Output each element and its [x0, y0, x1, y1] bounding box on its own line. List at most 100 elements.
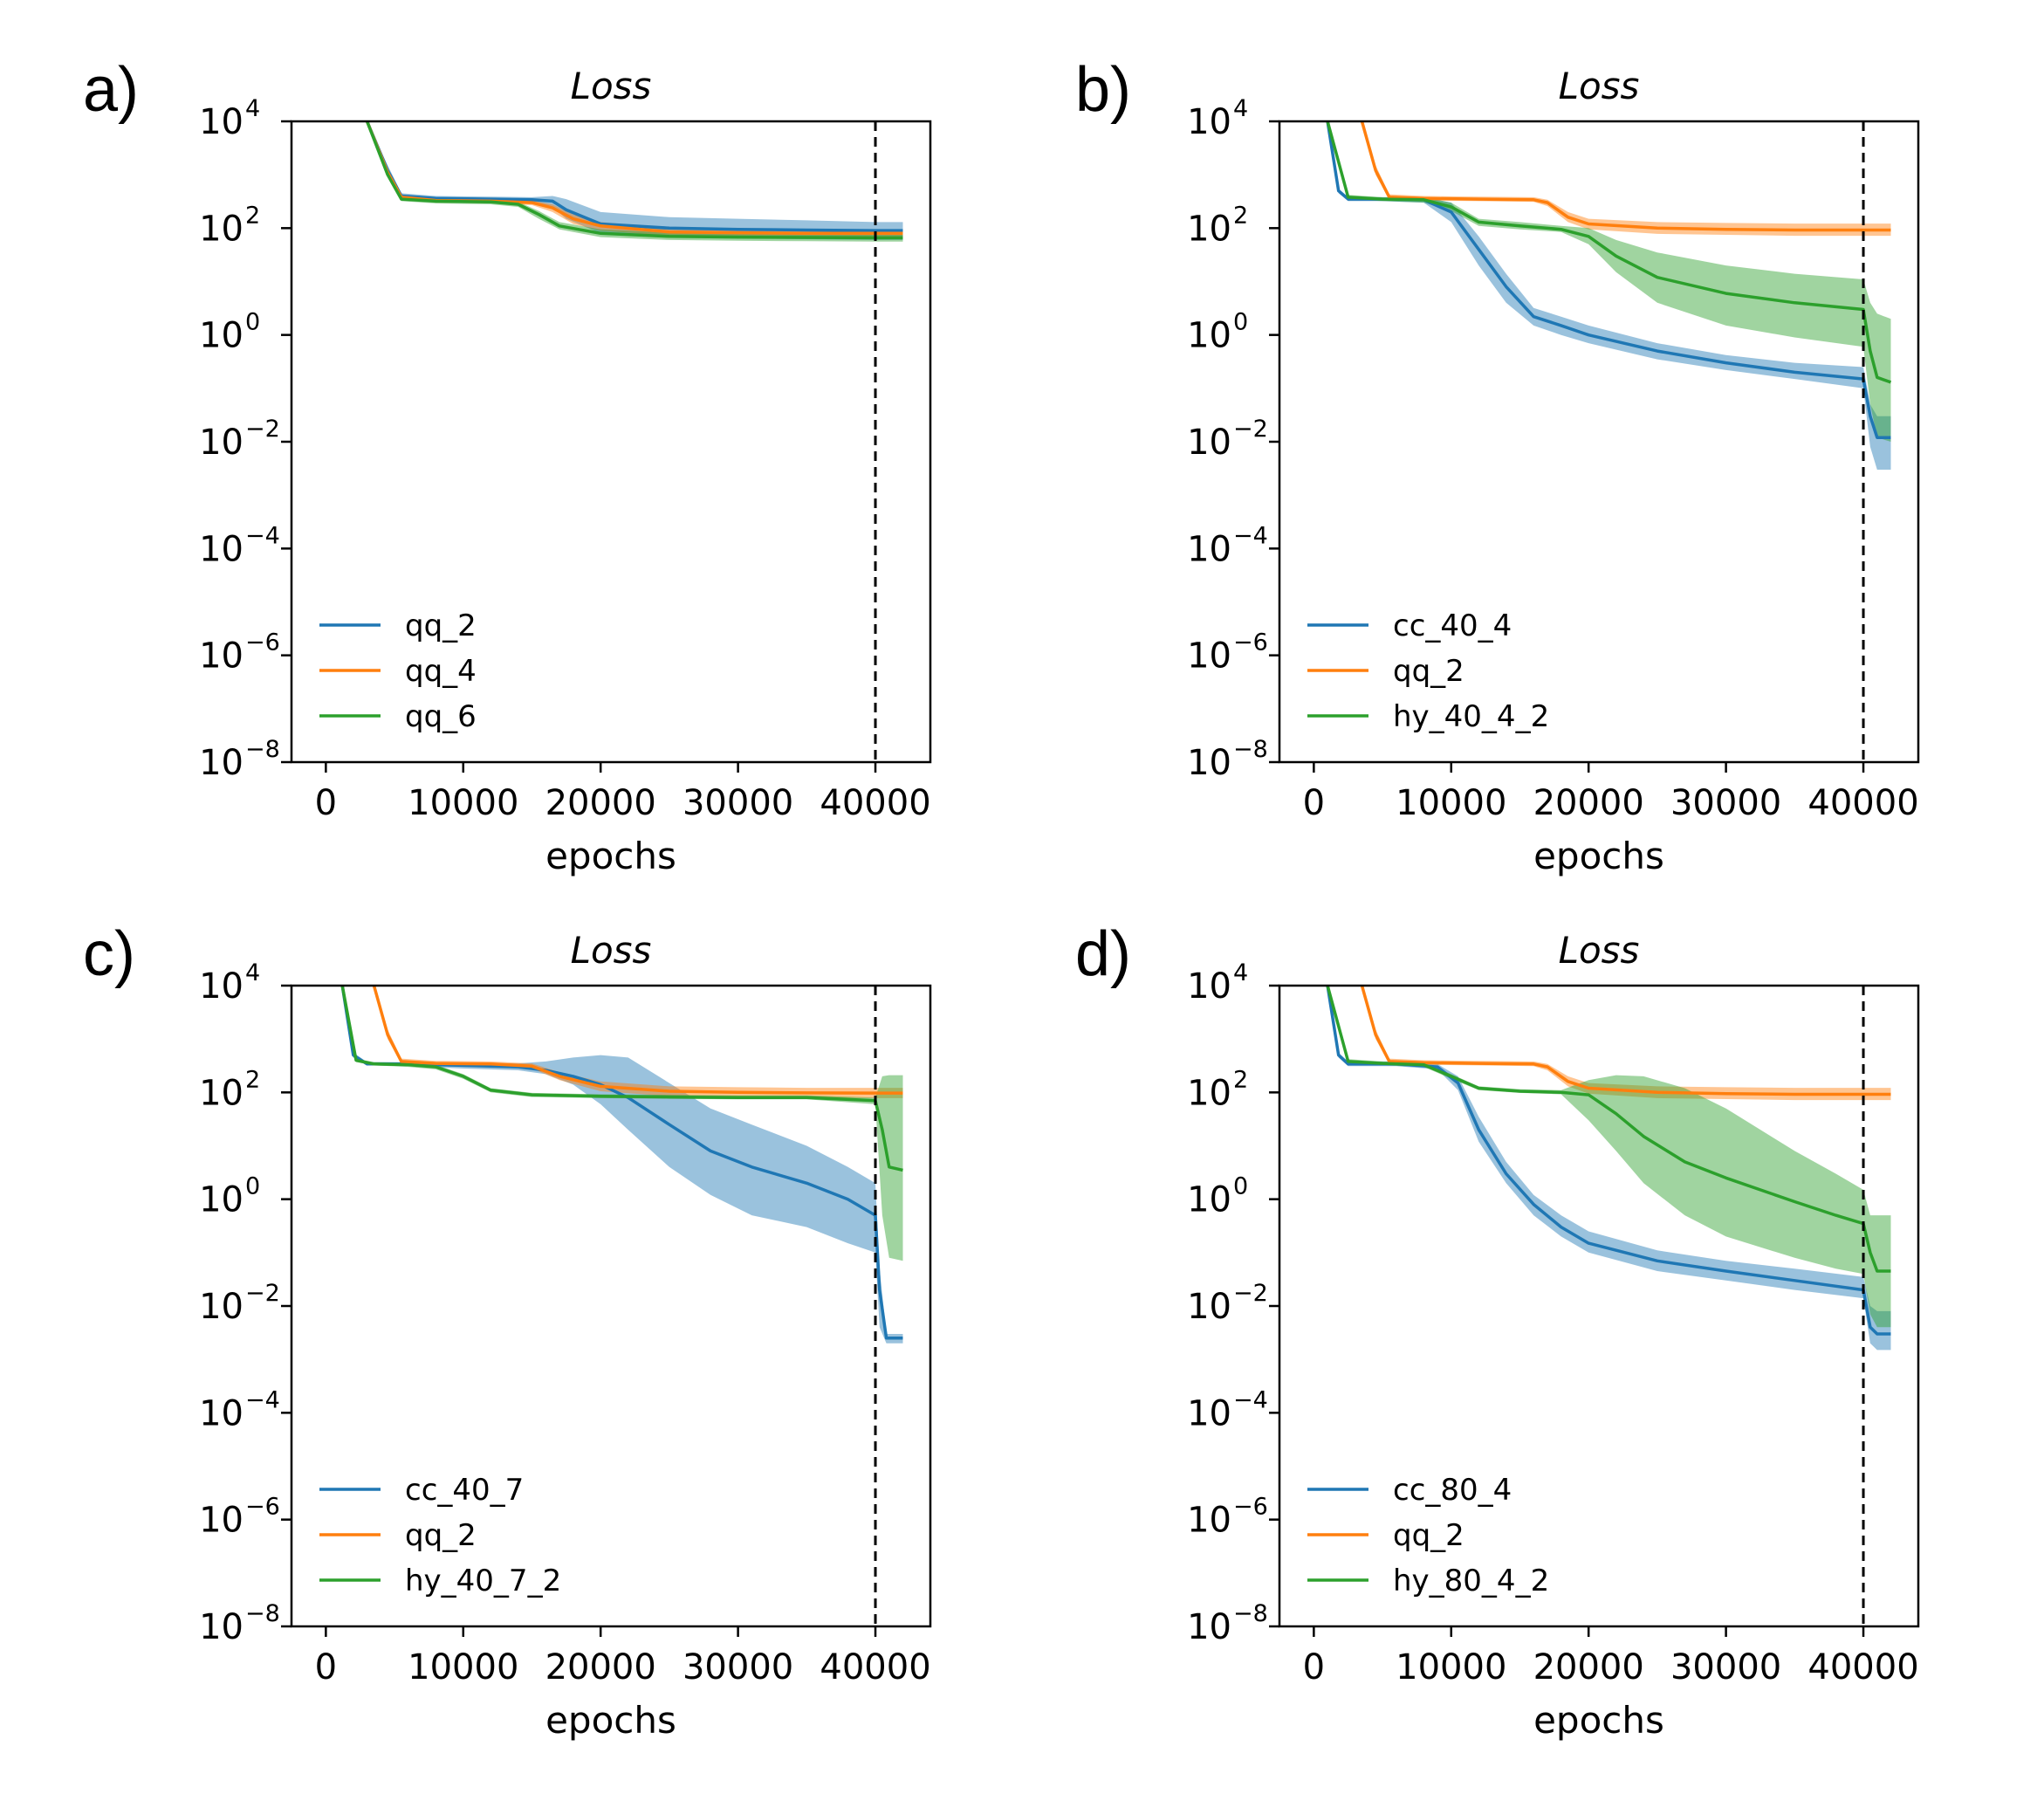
plot-area	[1326, 121, 1892, 470]
y-tick-base: 10	[1187, 1393, 1231, 1433]
y-tick-label: 10 −6	[199, 629, 280, 677]
axes-frame	[1278, 120, 1920, 764]
legend-entry: qq_4	[319, 654, 477, 689]
legend-label: qq_2	[1393, 654, 1464, 689]
y-tick-base: 10	[1187, 423, 1231, 463]
x-tick-label: 10000	[408, 1647, 518, 1687]
y-tick-label: 10 −4	[199, 522, 280, 569]
y-tick-base: 10	[199, 1607, 243, 1647]
y-tick-exponent: −4	[245, 522, 280, 549]
x-tick-label: 40000	[1807, 783, 1918, 823]
series-line-qq_4	[365, 121, 903, 236]
y-tick-exponent: −6	[1233, 629, 1268, 656]
x-tick-label: 20000	[545, 1647, 656, 1687]
y-tick-base: 10	[199, 529, 243, 569]
y-tick-label: 10 −8	[199, 736, 280, 783]
legend-entry: hy_40_4_2	[1307, 699, 1549, 734]
legend-entry: cc_80_4	[1307, 1473, 1512, 1508]
y-tick-label: 10 −6	[1187, 629, 1268, 677]
y-tick-exponent: −2	[1233, 1280, 1268, 1307]
legend-label: hy_80_4_2	[1393, 1564, 1549, 1598]
y-tick-label: 10 2	[199, 1066, 260, 1113]
y-tick-base: 10	[199, 743, 243, 783]
y-tick-label: 10 2	[199, 202, 260, 249]
panel-letter: a)	[83, 55, 139, 125]
legend-label: qq_2	[1393, 1518, 1464, 1553]
x-tick-label: 10000	[1396, 783, 1506, 823]
series-band-cc_40_7	[342, 986, 903, 1344]
x-tick-label: 20000	[545, 783, 656, 823]
y-tick-base: 10	[1187, 1287, 1231, 1327]
chart-title: Loss	[1559, 65, 1640, 107]
x-tick-label: 0	[315, 1647, 337, 1687]
x-tick-label: 30000	[682, 1647, 793, 1687]
x-tick-label: 30000	[682, 783, 793, 823]
y-tick-base: 10	[1187, 1073, 1231, 1113]
y-tick-exponent: 0	[1233, 1173, 1248, 1200]
y-tick-label: 10 −4	[199, 1386, 280, 1433]
y-tick-label: 10 −8	[199, 1600, 280, 1647]
series-line-qq_2	[365, 121, 903, 232]
y-tick-base: 10	[1187, 743, 1231, 783]
y-tick-exponent: 4	[245, 95, 260, 122]
y-tick-exponent: 0	[245, 309, 260, 336]
x-tick-label: 40000	[820, 783, 930, 823]
plot-area	[340, 986, 903, 1344]
y-tick-base: 10	[1187, 1607, 1231, 1647]
y-tick-exponent: 2	[1233, 202, 1248, 229]
legend-entry: cc_40_4	[1307, 608, 1512, 643]
y-tick-exponent: −6	[1233, 1494, 1268, 1521]
y-tick-base: 10	[1187, 102, 1231, 142]
y-tick-exponent: 4	[1233, 959, 1248, 986]
y-tick-label: 10 4	[1187, 95, 1248, 142]
legend-entry: hy_80_4_2	[1307, 1564, 1549, 1598]
series-band-qq_2	[367, 121, 903, 240]
x-axis-label: epochs	[1533, 835, 1664, 877]
y-tick-base: 10	[1187, 1180, 1231, 1220]
y-tick-label: 10 0	[199, 309, 260, 356]
x-axis-label: epochs	[545, 1699, 676, 1742]
series-band-qq_2	[1362, 121, 1891, 237]
y-tick-base: 10	[1187, 209, 1231, 249]
x-tick-label: 0	[1303, 783, 1325, 823]
y-tick-exponent: −8	[245, 1600, 280, 1627]
y-tick-base: 10	[199, 1287, 243, 1327]
y-tick-exponent: 2	[245, 202, 260, 229]
y-tick-label: 10 −2	[1187, 416, 1268, 463]
y-tick-label: 10 −2	[1187, 1280, 1268, 1327]
y-tick-label: 10 −2	[199, 416, 280, 463]
y-tick-label: 10 4	[199, 959, 260, 1007]
chart-title: Loss	[571, 929, 652, 972]
y-tick-base: 10	[199, 209, 243, 249]
y-tick-label: 10 −2	[199, 1280, 280, 1327]
y-tick-exponent: 0	[1233, 309, 1248, 336]
y-tick-exponent: 2	[245, 1066, 260, 1093]
y-tick-base: 10	[1187, 1501, 1231, 1541]
y-tick-base: 10	[199, 1501, 243, 1541]
y-tick-label: 10 0	[199, 1173, 260, 1220]
y-tick-label: 10 4	[199, 95, 260, 142]
legend-label: qq_2	[405, 1518, 477, 1553]
legend-label: cc_40_7	[405, 1473, 524, 1508]
legend-entry: hy_40_7_2	[319, 1564, 561, 1598]
legend-label: hy_40_4_2	[1393, 699, 1549, 734]
y-tick-label: 10 4	[1187, 959, 1248, 1007]
legend-label: qq_4	[405, 654, 477, 689]
x-tick-label: 0	[315, 783, 337, 823]
y-tick-exponent: 2	[1233, 1066, 1248, 1093]
chart-title: Loss	[571, 65, 652, 107]
y-tick-exponent: −4	[245, 1386, 280, 1413]
y-tick-exponent: −2	[245, 416, 280, 443]
series-line-hy_40_4_2	[1326, 121, 1892, 384]
x-tick-label: 0	[1303, 1647, 1325, 1687]
y-tick-label: 10 0	[1187, 309, 1248, 356]
legend-entry: cc_40_7	[319, 1473, 524, 1508]
x-axis-label: epochs	[545, 835, 676, 877]
legend-label: qq_6	[405, 699, 477, 734]
y-tick-base: 10	[199, 966, 243, 1007]
series-band-hy_80_4_2	[1327, 986, 1891, 1328]
